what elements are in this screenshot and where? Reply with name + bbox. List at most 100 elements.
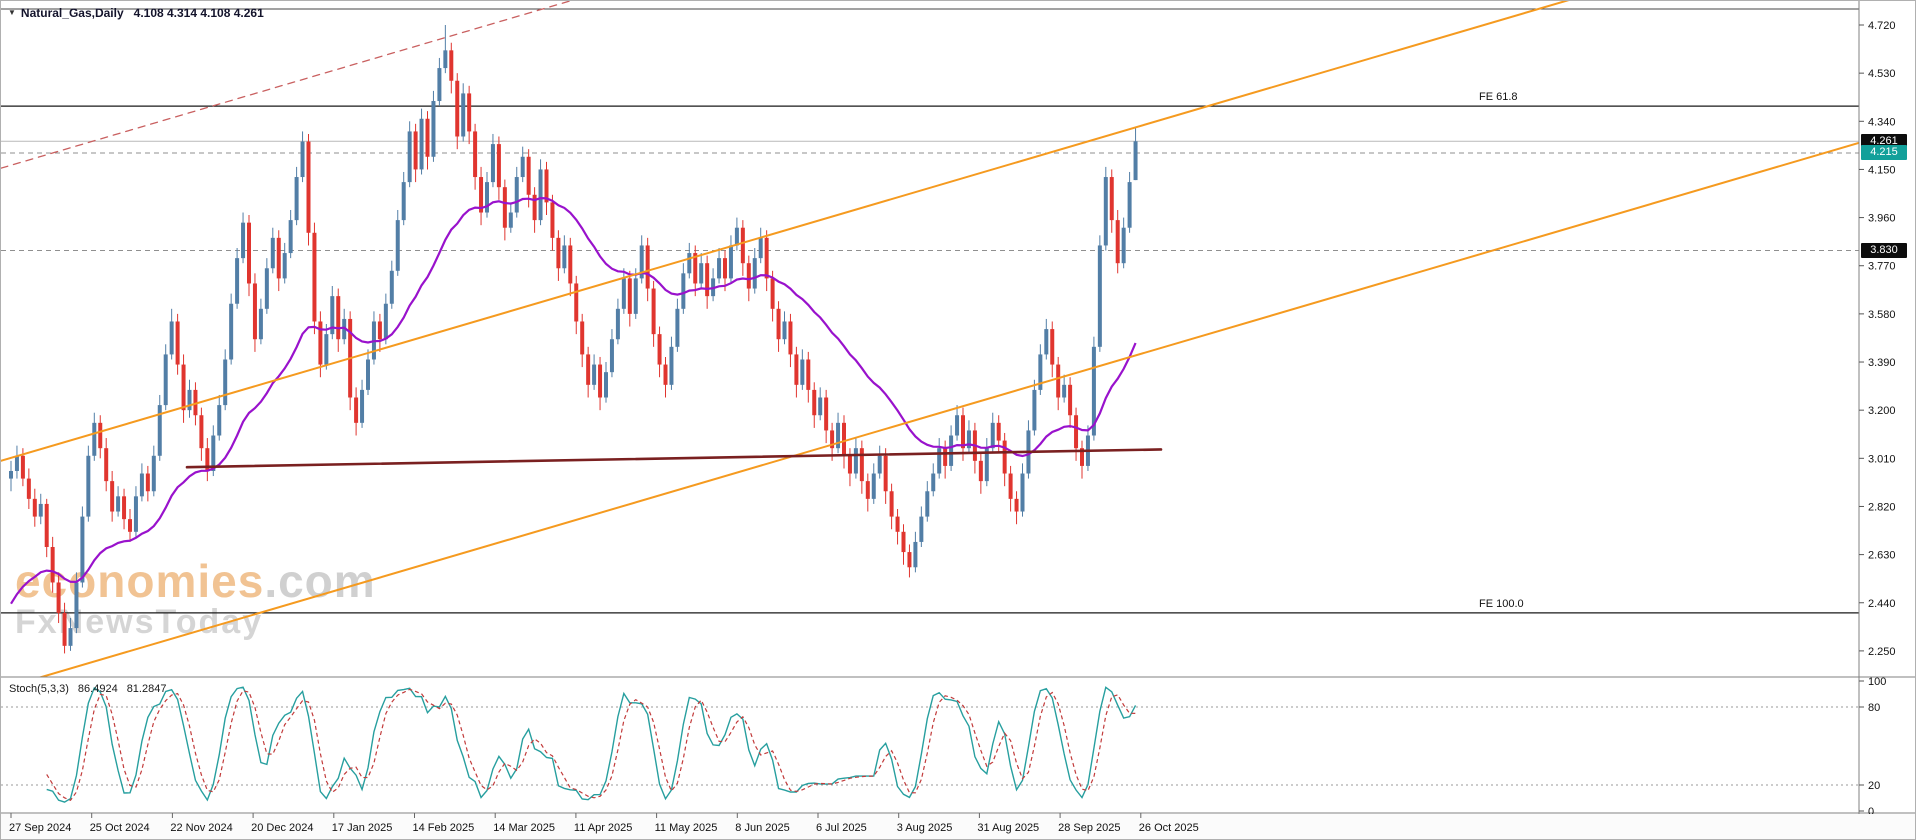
candle-up [1091,346,1096,436]
candle-up [1097,245,1102,347]
candle-down [580,321,585,355]
candle-up [966,430,971,449]
candle-up [681,273,686,309]
candle-down [247,222,251,284]
candle-down [44,503,49,548]
candle-up [782,321,787,340]
candle-down [467,93,472,132]
candle-up [1038,354,1043,390]
candle-down [455,80,460,137]
channel-lower-orange-line[interactable] [1,141,1859,689]
price-badge-bid: 4.215 [1861,145,1907,161]
candle-up [461,93,466,137]
candle-up [984,448,989,482]
stoch-d-line[interactable] [46,688,1136,802]
candle-down [859,448,864,482]
candle-down [1109,177,1114,221]
candle-up [14,455,19,471]
candle-down [20,455,25,479]
candle-up [443,50,448,69]
candle-up [485,182,489,213]
candle-up [717,258,722,279]
candle-up [217,405,222,436]
price-tick-label: 3.200 [1868,405,1896,417]
candle-down [62,612,67,646]
channel-upper-orange-line[interactable] [1,1,1859,462]
stoch-tick-label: 80 [1868,702,1880,714]
candle-up [282,253,287,279]
candle-down [705,263,710,297]
price-tick-label: 4.150 [1868,164,1896,176]
candle-up [300,141,305,178]
moving-average-line[interactable] [10,196,1137,605]
candle-up [116,496,121,512]
time-tick-label: 11 Apr 2025 [574,822,633,834]
candle-down [98,422,103,449]
candle-down [413,131,418,170]
price-tick-label: 3.960 [1868,213,1896,225]
candle-up [294,177,299,221]
candle-up [407,131,412,183]
price-badge-last: 4.261 [1861,133,1907,149]
price-tick-label: 4.340 [1868,116,1896,128]
support-trendline-maroon[interactable] [185,448,1163,469]
candle-up [38,503,43,517]
candle-down [1115,220,1120,264]
price-tick-label: 4.530 [1868,68,1896,80]
candle-down [961,415,965,449]
candle-down [354,397,359,423]
candle-down [110,481,115,512]
candle-up [675,308,680,347]
candle-up [330,296,335,335]
candle-up [270,237,275,269]
candle-down [978,460,983,482]
watermark-brand: economies [15,555,265,607]
candle-down [996,422,1001,441]
channel-inner-dashed-line[interactable] [1,1,1859,169]
candle-down [1068,384,1073,416]
candle-up [68,628,73,646]
candle-up [758,237,763,259]
candle-down [663,364,668,385]
time-tick-label: 27 Sep 2024 [9,822,71,834]
trendline-objects [1,1,1859,689]
candle-down [550,202,555,238]
time-tick-label: 8 Jun 2025 [735,822,789,834]
candle-down [122,496,127,520]
candle-down [50,547,55,583]
candle-down [574,283,579,322]
candle-up [752,258,757,289]
candle-down [842,422,846,456]
stoch-k-line[interactable] [46,686,1137,803]
candle-down [336,296,341,340]
candle-down [181,364,186,411]
candle-down [449,50,454,81]
candle-up [80,516,85,583]
candle-down [847,455,852,474]
stoch-tick-label: 20 [1868,780,1880,792]
candle-down [657,334,662,365]
candle-down [901,531,906,553]
candle-down [1050,329,1055,365]
candle-up [919,516,924,542]
candle-up [389,270,394,304]
candle-down [723,258,727,279]
candle-up [800,359,805,385]
candle-down [794,354,799,385]
price-axis[interactable] [1860,1,1915,839]
candle-up [609,339,614,373]
fib-expansion-100-label: FE 100.0 [1479,597,1524,610]
candle-up [264,268,269,309]
candle-up [728,245,733,279]
time-axis-strip[interactable] [1,814,1916,840]
candle-up [604,372,608,398]
candle-up [258,308,263,340]
candle-down [473,131,478,178]
candle-up [92,422,97,456]
candle-up [133,496,138,532]
candle-down [895,516,900,532]
candle-down [32,498,37,517]
price-tick-label: 3.770 [1868,261,1896,273]
stoch-tick-label: 100 [1868,676,1886,688]
